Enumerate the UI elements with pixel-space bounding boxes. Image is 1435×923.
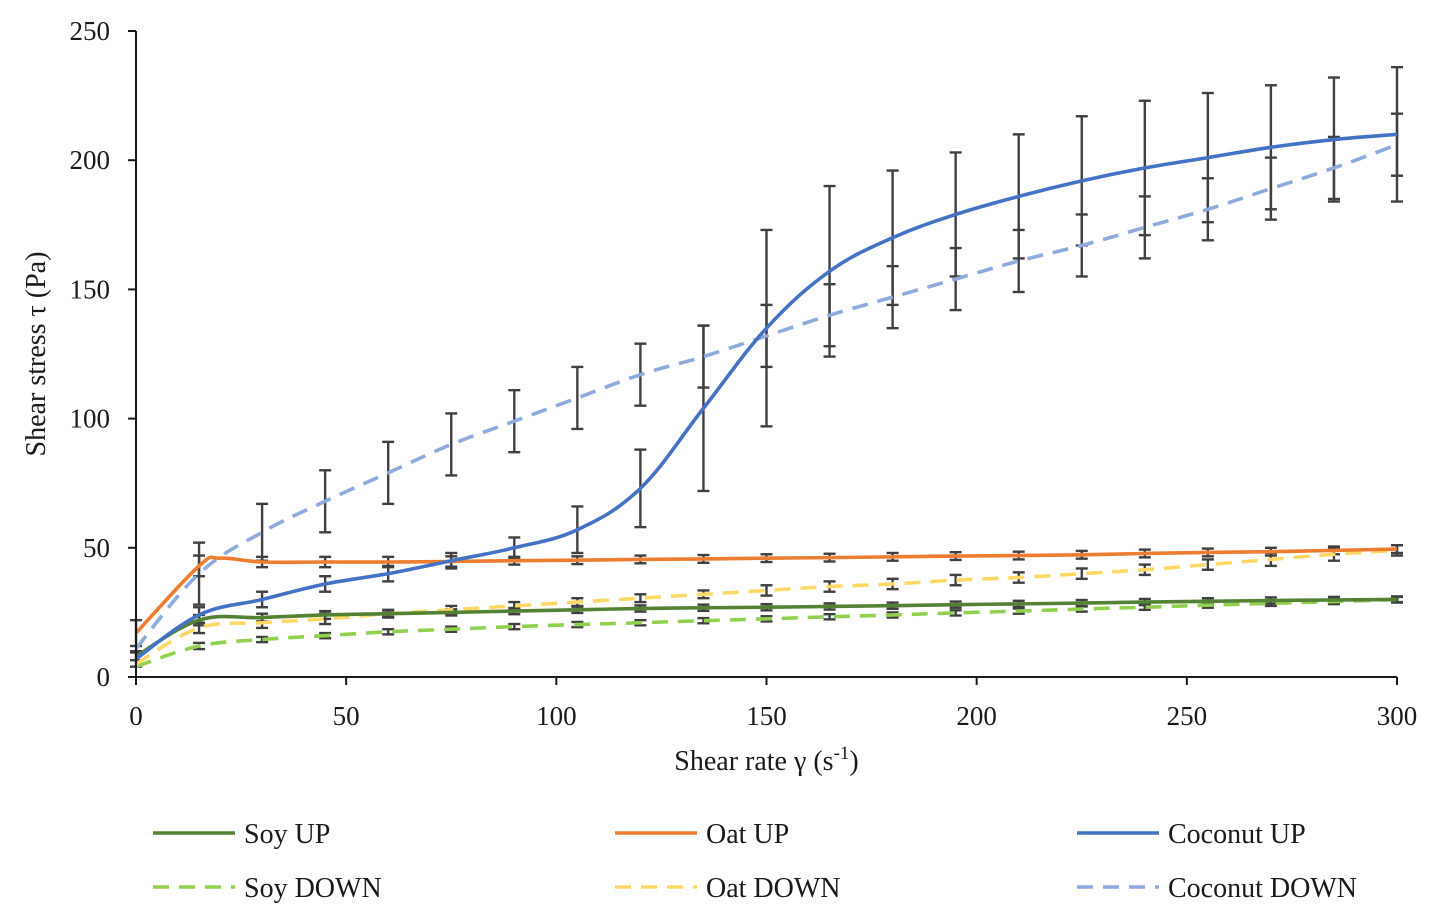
x-tick-label: 150: [746, 701, 787, 731]
legend-label: Coconut DOWN: [1168, 873, 1357, 904]
x-tick-label: 300: [1377, 701, 1418, 731]
series-line-oat-up: [134, 547, 1398, 635]
series-line-coconut-up: [134, 132, 1398, 661]
x-axis-title-end: ): [849, 746, 858, 777]
x-axis-title-main: Shear rate γ (s: [674, 746, 833, 777]
legend-label: Coconut UP: [1168, 819, 1306, 850]
legend-item-soy-down: Soy DOWN: [153, 873, 382, 904]
series-line-soy-up: [135, 597, 1398, 658]
series-line-soy-down: [135, 597, 1398, 669]
x-tick-label: 100: [536, 701, 577, 731]
axes: [128, 30, 1398, 685]
y-tick-label: 0: [97, 662, 111, 692]
x-axis-title-sup: -1: [834, 743, 850, 764]
legend-item-oat-down: Oat DOWN: [615, 873, 841, 904]
y-tick-label: 250: [70, 16, 111, 46]
x-tick-label: 0: [129, 701, 143, 731]
y-tick-label: 200: [70, 145, 111, 175]
legend-label: Oat UP: [706, 819, 789, 850]
legend-label: Oat DOWN: [706, 873, 841, 904]
x-tick-label: 250: [1167, 701, 1208, 731]
legend: Soy UP Oat UP Coconut UP Soy DOWN Oat DOWN Co…: [153, 819, 1357, 904]
legend-label: Soy UP: [244, 819, 330, 850]
y-axis-title: Shear stress τ (Pa): [21, 252, 52, 457]
y-tick-label: 50: [83, 533, 110, 563]
series-line-coconut-down: [134, 143, 1398, 650]
y-tick-label: 100: [70, 404, 111, 434]
x-axis-title: Shear rate γ (s-1): [674, 743, 858, 777]
legend-item-soy-up: Soy UP: [153, 819, 330, 850]
legend-item-coconut-down: Coconut DOWN: [1077, 873, 1357, 904]
y-tick-label: 150: [70, 274, 111, 304]
legend-item-coconut-up: Coconut UP: [1077, 819, 1306, 850]
legend-item-oat-up: Oat UP: [615, 819, 789, 850]
series-lines: [134, 132, 1398, 669]
x-tick-label: 50: [333, 701, 360, 731]
axis-labels: 0 50 100 150 200 250 0 50 100 150 200 250 300 Shear r…: [21, 16, 1417, 777]
legend-label: Soy DOWN: [244, 873, 382, 904]
x-tick-label: 200: [956, 701, 997, 731]
